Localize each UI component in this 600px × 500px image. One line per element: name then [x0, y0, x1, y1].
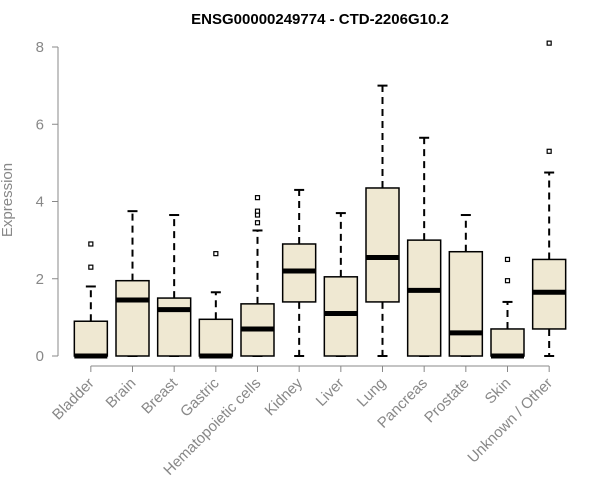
- x-tick-label: Bladder: [49, 375, 98, 424]
- x-tick-label: Lung: [354, 375, 390, 411]
- outlier-point: [546, 148, 552, 154]
- box-liver: [323, 212, 359, 357]
- y-tick-label: 8: [36, 39, 44, 56]
- y-axis: 0 2 4 6 8: [36, 39, 59, 365]
- box-hematopoietic-cells: [240, 195, 275, 357]
- box-prostate: [448, 214, 484, 357]
- outlier-point: [504, 278, 511, 284]
- x-tick-label: Liver: [313, 375, 348, 410]
- outlier-point: [504, 256, 511, 263]
- box-iqr: [73, 320, 109, 357]
- box-brain: [115, 210, 150, 357]
- y-tick-label: 0: [36, 348, 44, 365]
- box-skin: [490, 256, 525, 359]
- x-tick-label: Brain: [103, 375, 140, 412]
- box-pancreas: [406, 136, 442, 357]
- outlier-point: [254, 220, 261, 226]
- x-tick-label: Breast: [138, 374, 181, 417]
- outlier-point: [546, 40, 552, 46]
- box-gastric: [198, 251, 234, 359]
- box-iqr: [406, 239, 442, 357]
- box-lung: [365, 84, 400, 357]
- x-tick-label: Kidney: [262, 374, 307, 419]
- y-tick-label: 6: [36, 116, 44, 133]
- boxes-group: [73, 40, 567, 359]
- box-kidney: [281, 188, 317, 357]
- box-unknown-other: [531, 40, 567, 357]
- box-iqr: [490, 328, 525, 357]
- x-tick-label: Prostate: [421, 375, 473, 427]
- chart-title: ENSG00000249774 - CTD-2206G10.2: [191, 11, 449, 28]
- box-breast: [156, 214, 192, 357]
- outlier-point: [88, 241, 94, 247]
- box-iqr: [156, 297, 192, 357]
- outlier-point: [254, 208, 261, 214]
- y-tick-label: 4: [36, 194, 44, 211]
- box-iqr: [323, 276, 359, 357]
- box-iqr: [448, 250, 484, 357]
- y-tick-label: 2: [36, 271, 44, 288]
- outlier-point: [213, 251, 219, 257]
- outlier-point: [88, 264, 94, 270]
- box-bladder: [73, 241, 109, 359]
- y-axis-label: Expression: [0, 163, 16, 237]
- box-iqr: [365, 187, 400, 303]
- x-tick-label: Skin: [482, 375, 515, 408]
- box-iqr: [198, 318, 234, 357]
- box-iqr: [115, 279, 150, 357]
- outlier-point: [254, 195, 261, 201]
